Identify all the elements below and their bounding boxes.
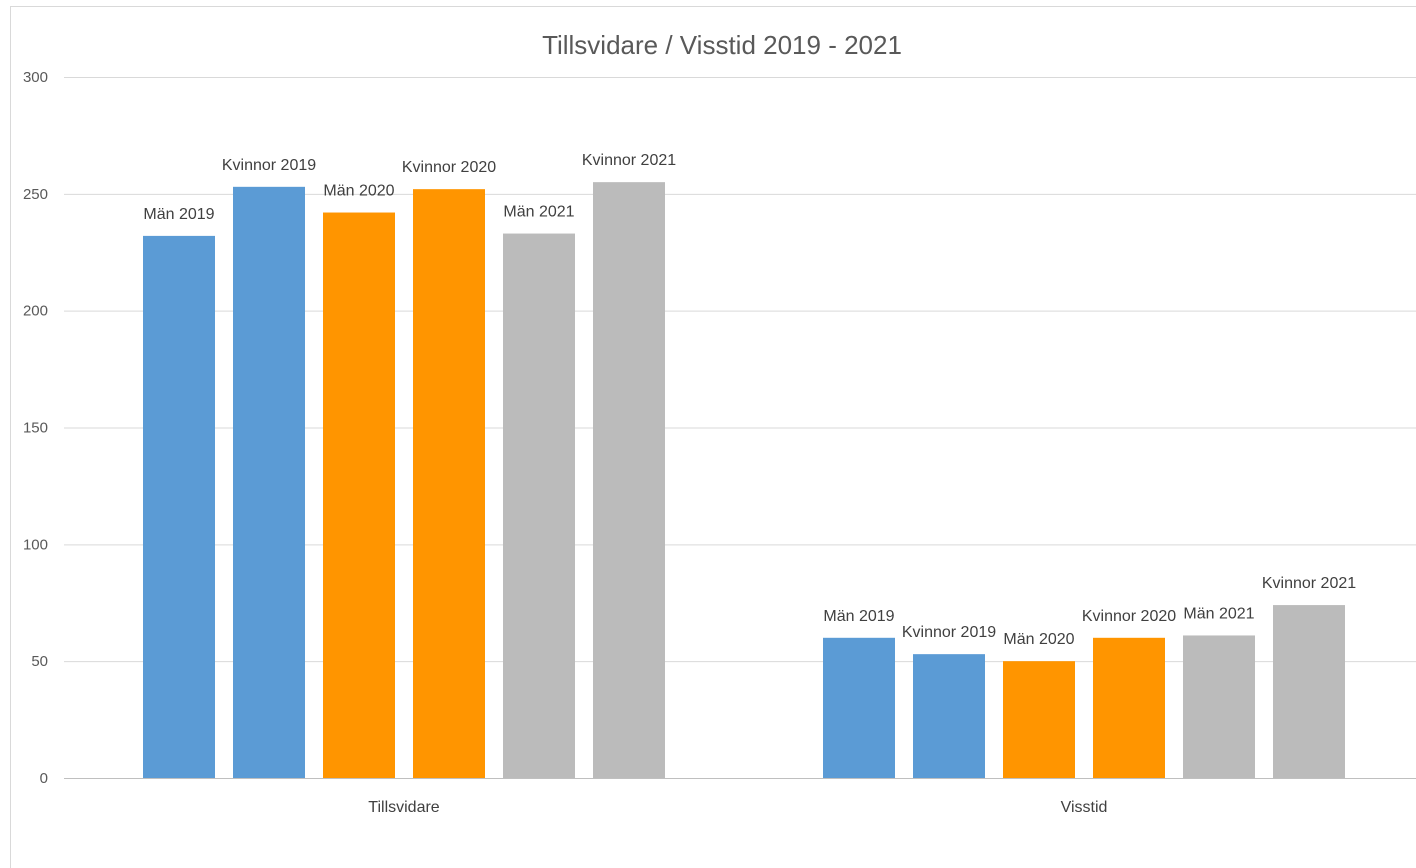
axis-layer: 0 50 100 150 200 250 300 Tillsvidare Visstid bbox=[23, 69, 1416, 816]
y-tick-label: 250 bbox=[23, 186, 48, 203]
y-tick-label: 200 bbox=[23, 303, 48, 320]
data-label: Män 2019 bbox=[823, 608, 894, 625]
bar bbox=[1003, 661, 1075, 778]
data-label: Kvinnor 2019 bbox=[222, 157, 316, 174]
chart-title: Tillsvidare / Visstid 2019 - 2021 bbox=[542, 30, 902, 60]
data-label: Män 2021 bbox=[1183, 605, 1254, 622]
bar bbox=[143, 235, 215, 779]
y-tick-label: 150 bbox=[23, 420, 48, 437]
y-tick-label: 300 bbox=[23, 69, 48, 86]
bar bbox=[1093, 637, 1165, 778]
bar bbox=[413, 189, 485, 778]
data-label: Kvinnor 2020 bbox=[402, 159, 496, 176]
data-label: Män 2021 bbox=[503, 204, 574, 221]
data-label: Män 2020 bbox=[323, 183, 394, 200]
bar bbox=[1273, 605, 1345, 778]
data-label: Kvinnor 2019 bbox=[902, 624, 996, 641]
bar bbox=[593, 182, 665, 778]
y-tick-label: 100 bbox=[23, 536, 48, 553]
data-label: Män 2019 bbox=[143, 206, 214, 223]
y-tick-label: 0 bbox=[40, 770, 48, 787]
bar bbox=[913, 654, 985, 778]
data-label: Kvinnor 2021 bbox=[1262, 575, 1356, 592]
x-category-label: Visstid bbox=[1061, 799, 1108, 816]
y-tick-label: 50 bbox=[31, 653, 48, 670]
bar bbox=[503, 233, 575, 779]
bar bbox=[323, 212, 395, 778]
data-label: Kvinnor 2021 bbox=[582, 152, 676, 169]
bar bbox=[233, 186, 305, 778]
x-category-label: Tillsvidare bbox=[368, 799, 440, 816]
data-label: Män 2020 bbox=[1003, 631, 1074, 648]
label-layer: Män 2019 Kvinnor 2019 Män 2020 Kvinnor 2020… bbox=[143, 152, 1356, 648]
bar bbox=[823, 637, 895, 778]
bar bbox=[1183, 635, 1255, 778]
data-label: Kvinnor 2020 bbox=[1082, 608, 1176, 625]
bar-layer bbox=[143, 182, 1345, 779]
